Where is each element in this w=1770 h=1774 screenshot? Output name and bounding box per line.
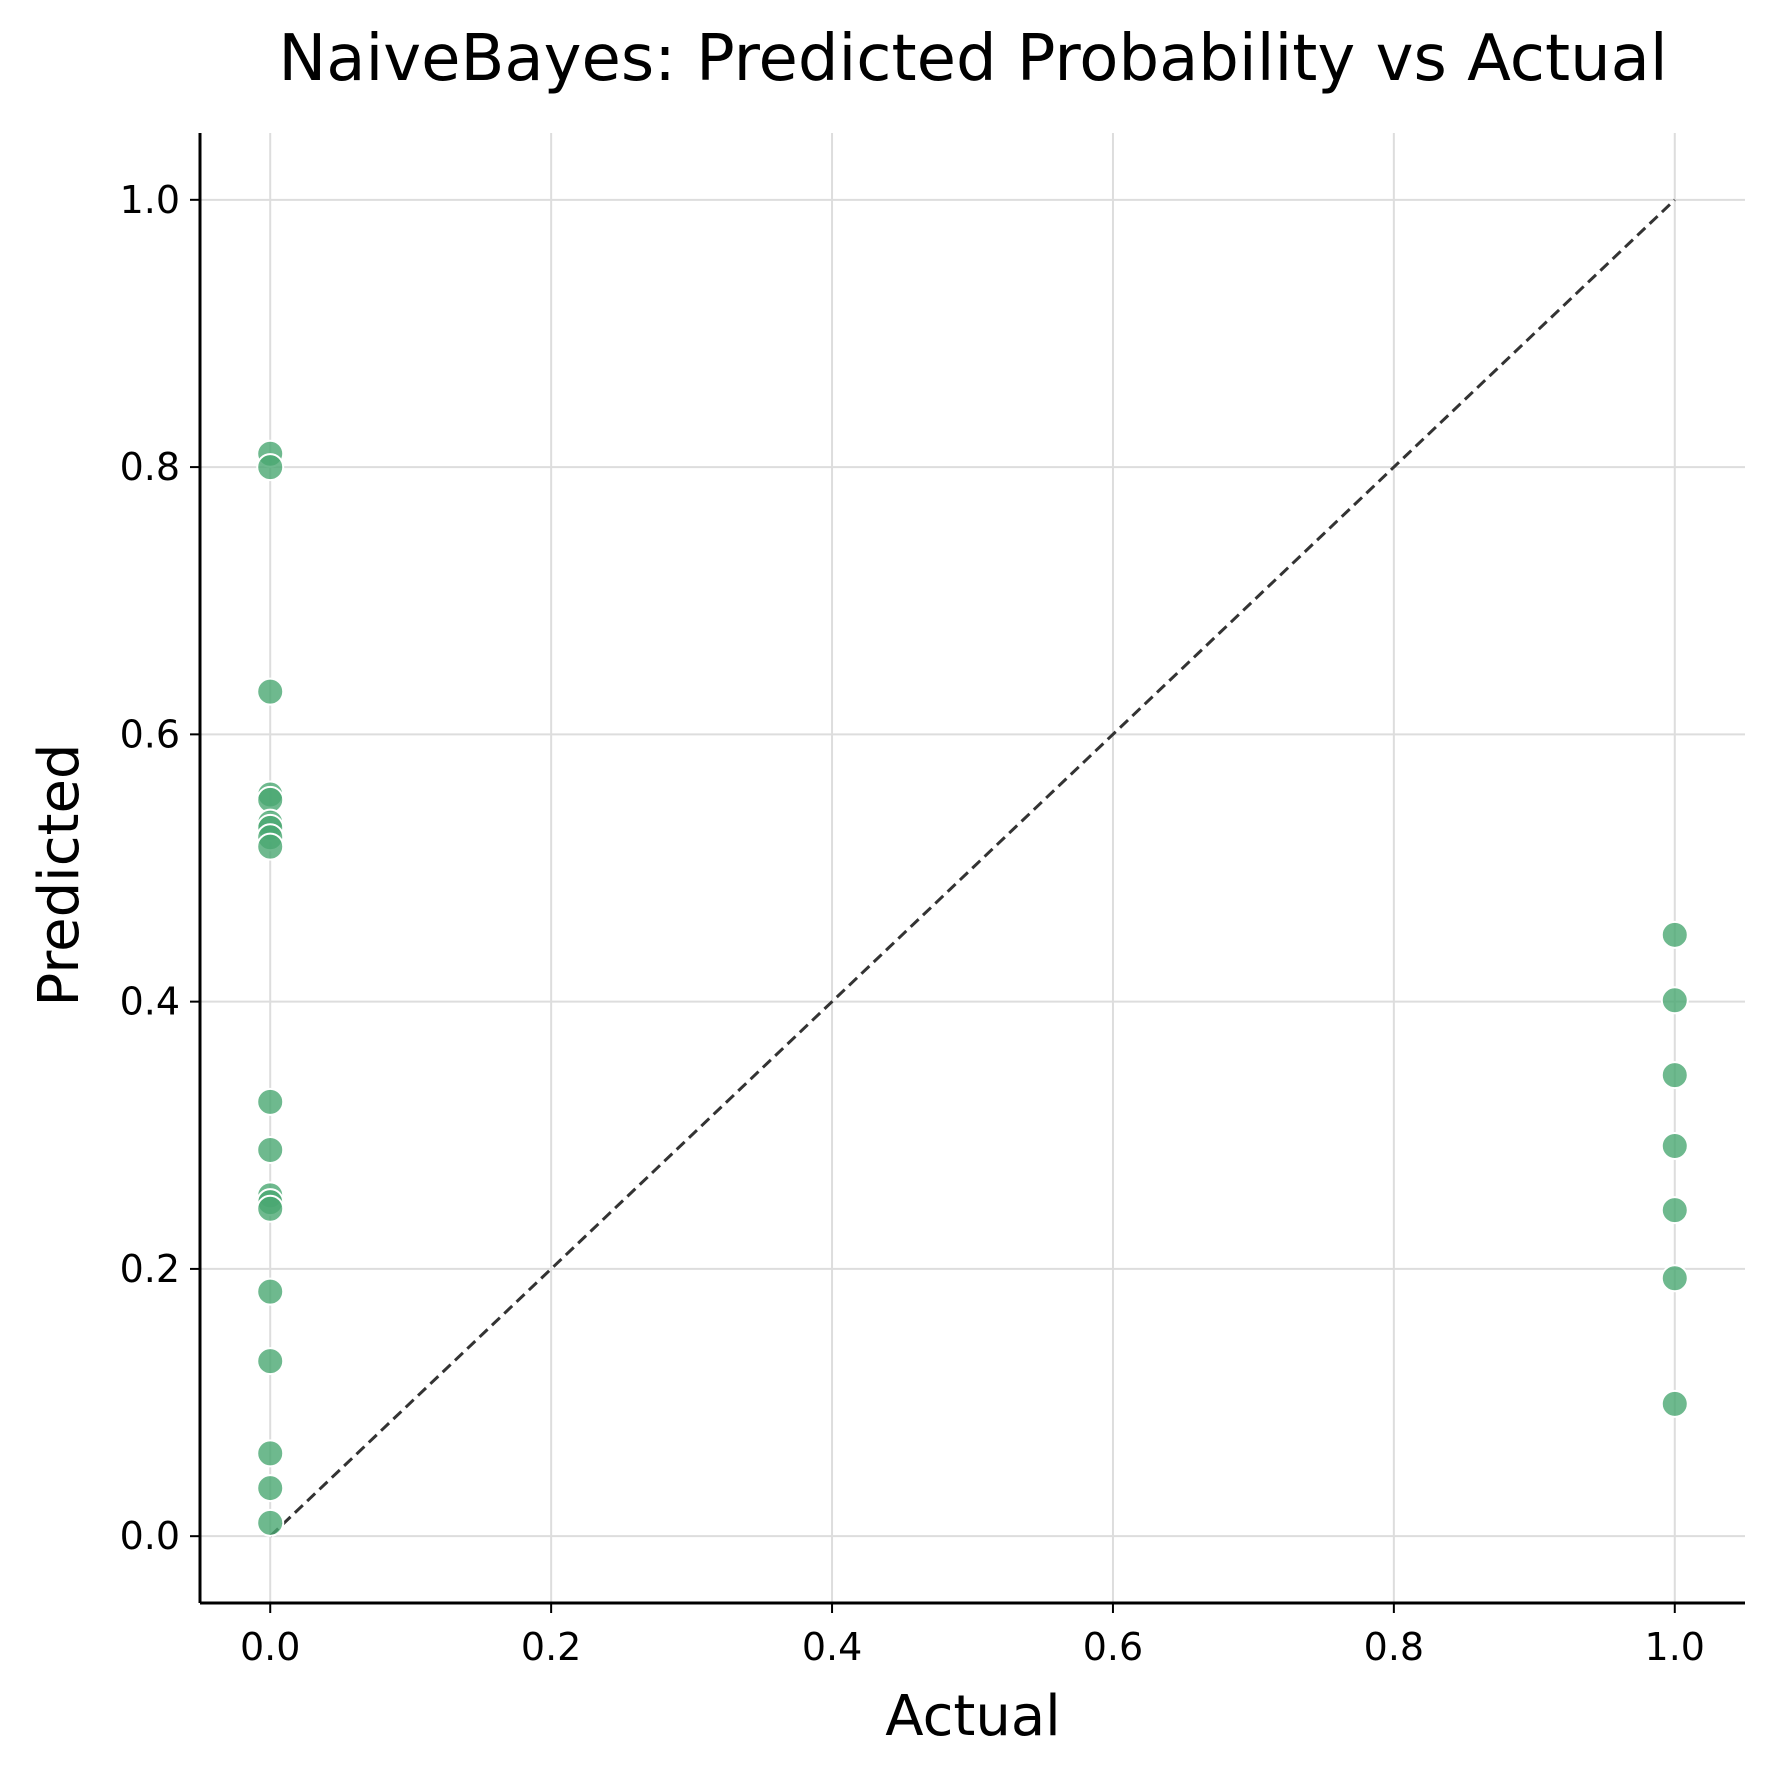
- scatter-point: [256, 1439, 285, 1468]
- x-tick-label: 0.6: [1083, 1625, 1143, 1669]
- scatter-point: [256, 1135, 285, 1164]
- scatter-point: [256, 1508, 285, 1537]
- y-tick-label: 0.2: [120, 1247, 180, 1291]
- x-tick-label: 0.2: [521, 1625, 581, 1669]
- scatter-point: [256, 453, 285, 482]
- scatter-point: [256, 1277, 285, 1306]
- scatter-point: [1660, 1196, 1689, 1225]
- reference-line: [269, 198, 1676, 1538]
- scatter-point: [256, 1474, 285, 1503]
- y-tick-label: 0.6: [120, 712, 180, 756]
- x-tick-label: 1.0: [1645, 1625, 1705, 1669]
- y-tick-label: 0.8: [120, 445, 180, 489]
- x-axis-title: Actual: [885, 1684, 1060, 1749]
- data-points: [256, 439, 1689, 1537]
- reference-line-group: [269, 198, 1676, 1538]
- y-tick-label: 0.0: [120, 1514, 180, 1558]
- y-tick-label: 1.0: [120, 178, 180, 222]
- scatter-point: [1660, 1061, 1689, 1090]
- x-tick-label: 0.8: [1364, 1625, 1424, 1669]
- x-tick-label: 0.0: [240, 1625, 300, 1669]
- y-tick-label: 0.4: [120, 980, 180, 1024]
- scatter-point: [256, 1347, 285, 1376]
- scatter-point: [256, 1087, 285, 1116]
- scatter-point: [1660, 920, 1689, 949]
- tick-labels: 0.0 0.2 0.4 0.6 0.8 1.0 0.0 0.2 0.4 0.6 0.8 1.0: [120, 178, 1705, 1669]
- x-tick-label: 0.4: [802, 1625, 862, 1669]
- grid-lines: [200, 133, 1745, 1603]
- chart-title: NaiveBayes: Predicted Probability vs Act…: [278, 22, 1667, 96]
- scatter-point: [256, 832, 285, 861]
- scatter-point: [1660, 1131, 1689, 1160]
- scatter-point: [256, 1194, 285, 1223]
- scatter-point: [1660, 986, 1689, 1015]
- scatter-point: [1660, 1389, 1689, 1418]
- scatter-point: [1660, 1264, 1689, 1293]
- y-axis-title: Predicted: [27, 744, 92, 1007]
- scatter-point: [256, 677, 285, 706]
- axes: [190, 133, 1745, 1613]
